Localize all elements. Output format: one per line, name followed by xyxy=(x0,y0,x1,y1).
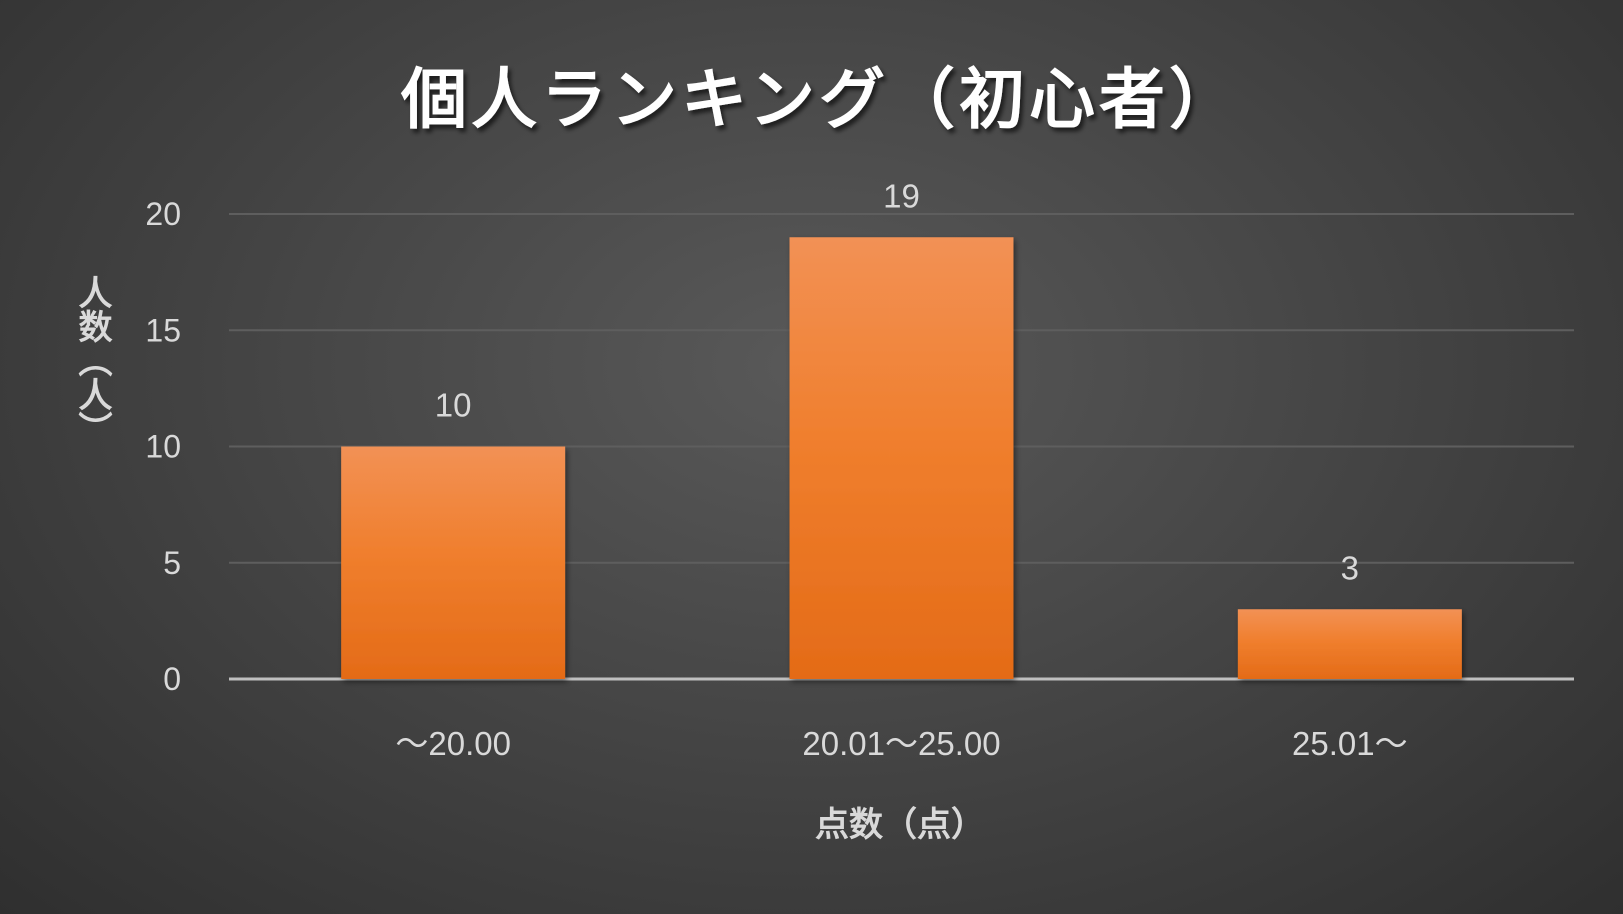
y-tick-label: 10 xyxy=(145,429,181,465)
y-tick-label: 20 xyxy=(145,196,181,232)
bar-3 xyxy=(1237,609,1462,679)
y-axis-title: 人数（人） xyxy=(72,275,112,445)
bar-2 xyxy=(789,237,1014,679)
bars xyxy=(341,237,1462,679)
data-label: 10 xyxy=(435,387,472,424)
x-category-label: 25.01～ xyxy=(1292,725,1408,762)
data-labels: 10 19 3 xyxy=(435,177,1359,586)
y-tick-label: 5 xyxy=(163,545,181,581)
x-category-label: ～20.00 xyxy=(395,725,511,762)
y-axis-ticks: 0 5 10 15 20 xyxy=(145,196,181,697)
y-tick-label: 0 xyxy=(163,661,181,697)
y-tick-label: 15 xyxy=(145,312,181,348)
data-label: 19 xyxy=(883,177,920,214)
x-category-label: 20.01～25.00 xyxy=(802,725,1000,762)
x-axis-title: 点数（点） xyxy=(815,805,985,845)
x-axis-categories: ～20.00 20.01～25.00 25.01～ xyxy=(395,725,1407,762)
chart-title: 個人ランキング（初心者） xyxy=(400,61,1239,138)
data-label: 3 xyxy=(1341,549,1359,586)
bar-1 xyxy=(341,446,566,679)
